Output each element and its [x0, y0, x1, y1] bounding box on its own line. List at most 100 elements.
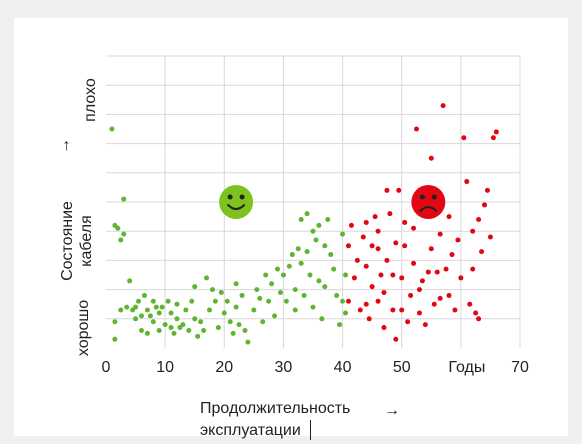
green-point	[133, 304, 139, 310]
green-point	[174, 316, 180, 322]
x-tick-label: 0	[102, 359, 111, 376]
x-axis-label: Продолжительность эксплуатации	[200, 398, 350, 442]
green-point	[180, 322, 186, 328]
mouth	[227, 204, 246, 210]
green-point	[198, 319, 204, 325]
y-axis-arrow: →	[56, 138, 73, 154]
red-point	[479, 249, 485, 255]
green-point	[174, 301, 180, 307]
red-point	[378, 272, 384, 278]
red-point	[464, 179, 470, 185]
red-point	[402, 219, 408, 225]
red-point	[467, 301, 473, 307]
red-point	[405, 319, 411, 325]
green-point	[156, 327, 162, 333]
green-point	[272, 313, 278, 319]
face-icons	[219, 185, 446, 219]
mouth	[419, 206, 438, 212]
text-cursor	[310, 420, 311, 440]
green-point	[115, 225, 121, 231]
green-point	[239, 292, 245, 298]
green-point	[138, 313, 144, 319]
ylabel-good: хорошо	[75, 299, 92, 357]
green-point	[254, 287, 260, 293]
green-point	[322, 243, 328, 249]
red-point	[437, 295, 443, 301]
red-point	[476, 316, 482, 322]
green-point	[150, 319, 156, 325]
red-point	[402, 243, 408, 249]
xlabel-line2: эксплуатации	[200, 422, 301, 439]
green-point	[340, 298, 346, 304]
green-point	[168, 310, 174, 316]
ylabel-state-line2: кабеля	[78, 215, 95, 267]
red-point	[393, 240, 399, 246]
green-point	[337, 322, 343, 328]
red-point	[484, 187, 490, 193]
red-point	[455, 237, 461, 243]
right-eye	[239, 194, 245, 200]
green-point	[227, 319, 233, 325]
green-point	[127, 278, 133, 284]
x-axis-arrow: →	[384, 402, 400, 419]
green-point	[124, 304, 130, 310]
green-point	[112, 319, 118, 325]
green-point	[275, 266, 281, 272]
green-point	[233, 304, 239, 310]
red-point	[443, 266, 449, 272]
red-point	[345, 298, 351, 304]
green-point	[310, 304, 316, 310]
red-point	[422, 322, 428, 328]
x-tick-label: Годы	[448, 359, 485, 376]
green-point	[257, 295, 263, 301]
x-tick-label: 50	[393, 359, 411, 376]
green-point	[121, 196, 127, 202]
ylabel-state: Состояние кабеля	[58, 196, 98, 286]
red-point	[446, 214, 452, 220]
green-point	[192, 284, 198, 290]
red-point	[452, 307, 458, 313]
green-point	[144, 330, 150, 336]
green-point	[230, 330, 236, 336]
green-point	[307, 272, 313, 278]
left-eye	[419, 194, 425, 200]
red-point	[366, 316, 372, 322]
green-point	[289, 252, 295, 258]
green-point	[266, 298, 272, 304]
green-point	[245, 339, 251, 345]
red-point	[372, 214, 378, 220]
red-point	[345, 243, 351, 249]
green-point	[328, 252, 334, 258]
green-point	[109, 126, 115, 132]
red-point	[493, 129, 499, 135]
red-point	[461, 135, 467, 141]
x-tick-label: 20	[215, 359, 233, 376]
green-point	[295, 246, 301, 252]
red-point	[369, 243, 375, 249]
green-point	[319, 316, 325, 322]
red-point	[437, 231, 443, 237]
red-point	[414, 126, 419, 132]
red-point	[470, 266, 476, 272]
red-point	[428, 246, 434, 252]
green-point	[224, 298, 230, 304]
red-point	[357, 307, 363, 313]
face-circle	[219, 185, 254, 219]
green-point	[159, 304, 165, 310]
green-point	[195, 333, 201, 339]
green-point	[204, 275, 210, 281]
face-circle	[411, 185, 446, 219]
green-point	[221, 310, 227, 316]
green-point	[310, 228, 316, 234]
red-point	[458, 275, 464, 281]
green-point	[331, 266, 337, 272]
red-point	[473, 310, 479, 316]
green-point	[286, 263, 292, 269]
xlabel-line1: Продолжительность	[200, 400, 351, 417]
green-point	[118, 307, 124, 313]
green-point	[121, 231, 127, 237]
green-point	[186, 327, 192, 333]
green-point	[343, 272, 349, 278]
red-point	[369, 284, 375, 290]
red-point	[419, 278, 425, 284]
